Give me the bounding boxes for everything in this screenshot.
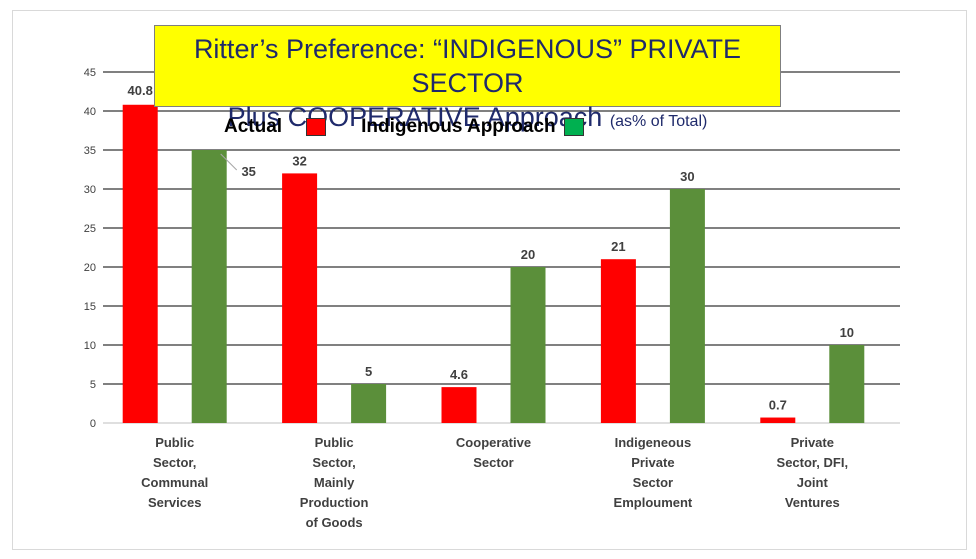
data-label: 5 — [365, 364, 372, 379]
y-tick-label: 40 — [84, 106, 96, 118]
y-tick-label: 30 — [84, 184, 96, 196]
bar-indigenous — [191, 150, 227, 423]
legend-indigenous-label: Indigenous Approach — [361, 116, 556, 137]
x-category-label: Production — [300, 495, 369, 510]
x-category-label: Private — [791, 435, 834, 450]
x-category-label: Joint — [797, 475, 829, 490]
bar-indigenous — [351, 384, 387, 423]
bar-actual — [600, 259, 636, 423]
chart-title-note: (as% of Total) — [609, 113, 708, 130]
bar-actual — [441, 387, 477, 423]
bar-indigenous — [669, 189, 705, 423]
data-label: 4.6 — [450, 367, 468, 382]
data-label: 20 — [521, 247, 535, 262]
data-label: 21 — [611, 239, 625, 254]
x-category-label: Sector, — [153, 455, 196, 470]
data-label: 10 — [840, 325, 854, 340]
bar-indigenous — [510, 267, 546, 423]
y-tick-label: 0 — [90, 418, 96, 430]
bar-actual — [122, 104, 158, 423]
data-label: 0.7 — [769, 398, 787, 413]
bar-indigenous — [829, 345, 865, 423]
x-category-label: Ventures — [785, 495, 840, 510]
y-tick-label: 15 — [84, 301, 96, 313]
y-tick-label: 45 — [84, 67, 96, 79]
x-category-label: Services — [148, 495, 202, 510]
y-tick-label: 20 — [84, 262, 96, 274]
data-label: 30 — [680, 169, 694, 184]
data-label: 35 — [241, 164, 255, 179]
x-category-label: of Goods — [306, 515, 363, 530]
chart-title-line2-text: Plus COOPERATIVE Approach — [227, 102, 603, 132]
x-category-label: Private — [631, 455, 674, 470]
bar-actual — [760, 417, 796, 423]
bar-actual — [282, 173, 318, 423]
data-label: 40.8 — [128, 83, 153, 98]
x-category-label: Sector, DFI, — [777, 455, 849, 470]
x-category-label: Communal — [141, 475, 208, 490]
x-category-label: Emploument — [614, 495, 693, 510]
y-tick-label: 25 — [84, 223, 96, 235]
data-label: 32 — [292, 153, 306, 168]
y-tick-label: 10 — [84, 340, 96, 352]
chart-legend: Actual Indigenous Approach — [224, 115, 584, 139]
y-tick-label: 35 — [84, 145, 96, 157]
x-category-label: Mainly — [314, 475, 355, 490]
legend-indigenous-swatch — [563, 118, 584, 136]
chart-title-box: Ritter’s Preference: “INDIGENOUS” PRIVAT… — [154, 25, 781, 132]
x-category-label: Sector — [633, 475, 673, 490]
legend-actual-label: Actual — [224, 116, 283, 137]
x-category-label: Sector — [473, 455, 513, 470]
leader-line — [220, 153, 238, 171]
x-category-label: Cooperative — [456, 435, 531, 450]
y-tick-label: 5 — [90, 379, 96, 391]
x-category-label: Public — [315, 435, 354, 450]
chart-title-line1: Ritter’s Preference: “INDIGENOUS” PRIVAT… — [193, 34, 742, 98]
x-category-label: Public — [155, 435, 194, 450]
chart-title-line2: Plus COOPERATIVE Approach (as% of Total) — [155, 100, 780, 139]
legend-actual-swatch — [306, 118, 327, 136]
x-category-label: Sector, — [312, 455, 355, 470]
x-category-label: Indigeneous — [615, 435, 692, 450]
